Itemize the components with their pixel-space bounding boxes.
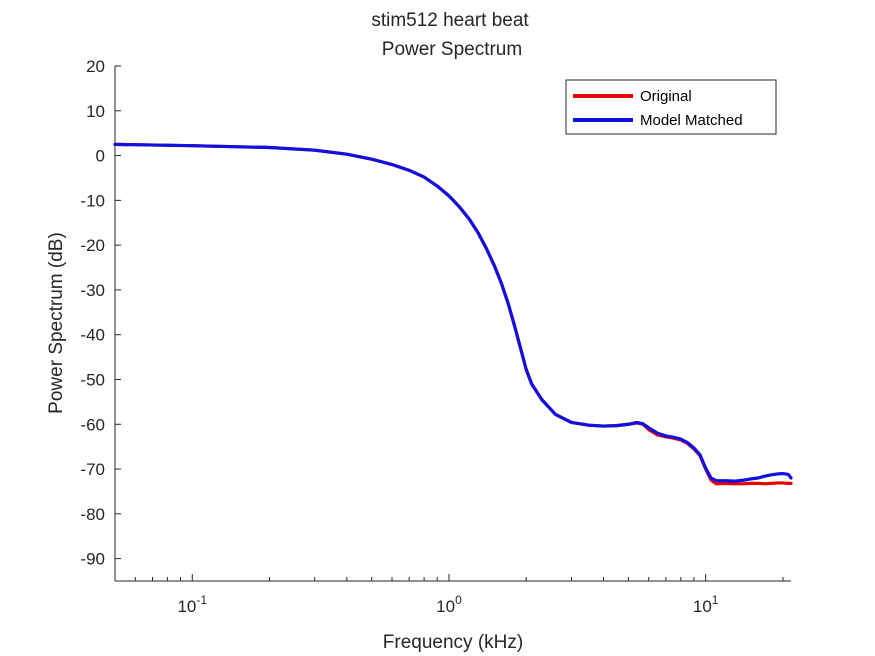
x-tick-label: 101 <box>693 593 719 616</box>
x-tick-label: 100 <box>436 593 462 616</box>
x-axis-ticks: 10-1 100 101 <box>114 574 784 616</box>
x-axis-label: Frequency (kHz) <box>383 632 523 653</box>
chart-subtitle: Power Spectrum <box>382 39 522 60</box>
y-axis-ticks: 20 10 0 -10 -20 -30 -40 -50 -60 -70 -80 -90 <box>80 57 121 569</box>
series-group <box>113 142 793 486</box>
y-tick-label: -30 <box>80 281 105 300</box>
x-tick-label: 10-1 <box>177 593 207 616</box>
legend-box <box>565 79 777 135</box>
series-line-model-matched <box>113 142 793 483</box>
legend: Original Model Matched <box>565 79 777 135</box>
axes <box>114 66 791 582</box>
y-tick-label: 0 <box>96 147 105 166</box>
y-tick-label: -10 <box>80 191 105 210</box>
chart-title: stim512 heart beat <box>371 10 529 31</box>
legend-label-model-matched: Model Matched <box>640 112 743 129</box>
y-tick-label: -90 <box>80 550 105 569</box>
y-axis-label: Power Spectrum (dB) <box>46 232 67 414</box>
y-tick-label: 10 <box>86 102 105 121</box>
y-tick-label: -40 <box>80 326 105 345</box>
y-tick-label: -20 <box>80 236 105 255</box>
legend-label-original: Original <box>640 88 692 105</box>
y-tick-label: -50 <box>80 370 105 389</box>
y-tick-label: -70 <box>80 460 105 479</box>
y-tick-label: -60 <box>80 415 105 434</box>
y-tick-label: 20 <box>86 57 105 76</box>
series-line-original <box>113 142 793 486</box>
y-tick-label: -80 <box>80 505 105 524</box>
